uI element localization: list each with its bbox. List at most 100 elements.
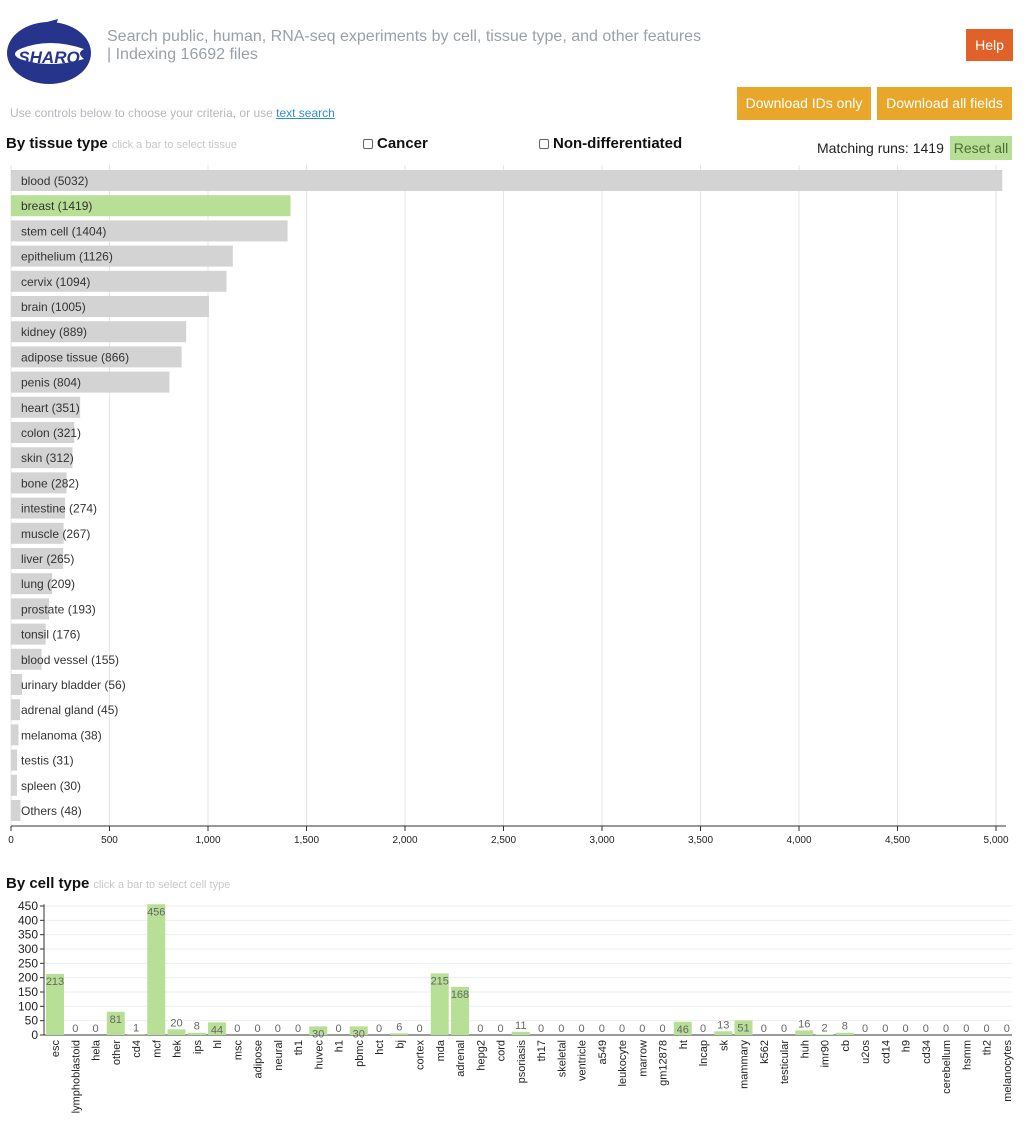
cell-bar[interactable] — [349, 1026, 368, 1035]
help-button[interactable]: Help — [966, 29, 1013, 61]
cell-bar-label[interactable]: lncap — [698, 1040, 710, 1066]
cell-bar[interactable] — [106, 1011, 125, 1035]
cell-bar-label[interactable]: gm12878 — [658, 1040, 670, 1086]
cell-bar-label[interactable]: mammary — [739, 1040, 751, 1089]
tissue-bar[interactable] — [11, 548, 64, 569]
tissue-bar[interactable] — [11, 270, 227, 292]
tissue-bar[interactable] — [11, 800, 21, 821]
tissue-bar[interactable] — [11, 648, 42, 670]
cell-bar-label[interactable]: th2 — [982, 1040, 994, 1055]
cell-bar[interactable] — [187, 1032, 206, 1035]
cell-bar-label[interactable]: marrow — [637, 1040, 649, 1077]
cell-bar-label[interactable]: melanocytes — [1002, 1040, 1014, 1102]
reset-all-button[interactable]: Reset all — [950, 136, 1012, 160]
cell-bar[interactable] — [815, 1034, 834, 1035]
tissue-bar[interactable] — [11, 321, 187, 343]
cell-bar-label[interactable]: k562 — [759, 1040, 771, 1064]
cell-bar-label[interactable]: psoriasis — [516, 1040, 528, 1084]
cell-bar-label[interactable]: neural — [273, 1040, 285, 1071]
cell-bar[interactable] — [835, 1032, 854, 1035]
tissue-bar[interactable] — [11, 346, 182, 368]
cell-bar-label[interactable]: hsmm — [961, 1040, 973, 1070]
cell-bar-label[interactable]: cd34 — [921, 1040, 933, 1064]
cell-bar[interactable] — [673, 1021, 692, 1035]
cell-bar-label[interactable]: pbmc — [354, 1040, 366, 1067]
cell-bar-label[interactable]: cd14 — [880, 1040, 892, 1064]
download-ids-button[interactable]: Download IDs only — [737, 87, 871, 120]
tissue-bar[interactable] — [11, 447, 73, 469]
cell-bar[interactable] — [167, 1029, 186, 1035]
cell-bar[interactable] — [451, 986, 469, 1035]
cell-bar-label[interactable]: testicular — [779, 1040, 791, 1084]
cell-bar-label[interactable]: huvec — [313, 1040, 325, 1070]
cell-bar-label[interactable]: h1 — [334, 1040, 346, 1052]
cell-bar-label[interactable]: mcf — [151, 1039, 163, 1058]
cell-bar-label[interactable]: cord — [496, 1040, 508, 1061]
cell-bar[interactable] — [147, 904, 166, 1035]
cell-bar-label[interactable]: ht — [678, 1040, 690, 1049]
cell-bar-label[interactable]: cd4 — [131, 1040, 143, 1058]
cell-bar-label[interactable]: msc — [232, 1040, 244, 1061]
tissue-bar[interactable] — [11, 170, 1003, 191]
cell-bar-label[interactable]: th17 — [536, 1040, 548, 1061]
download-all-button[interactable]: Download all fields — [877, 87, 1012, 120]
tissue-bar[interactable] — [11, 195, 291, 217]
cell-bar[interactable] — [46, 973, 64, 1035]
cell-bar-label[interactable]: leukocyte — [617, 1040, 629, 1086]
tissue-bar[interactable] — [11, 472, 67, 494]
tissue-bar[interactable] — [11, 598, 50, 620]
cell-bar-label[interactable]: hct — [374, 1040, 386, 1055]
tissue-bar[interactable] — [11, 296, 209, 317]
tissue-bar[interactable] — [11, 245, 233, 267]
cell-bar[interactable] — [734, 1020, 753, 1035]
tissue-bar[interactable] — [11, 724, 19, 746]
tissue-bar[interactable] — [11, 371, 170, 393]
cell-bar-label[interactable]: a549 — [597, 1040, 609, 1064]
cell-bar-label[interactable]: hek — [172, 1040, 184, 1058]
non-differentiated-checkbox[interactable]: Non-differentiated — [539, 135, 682, 152]
cell-bar-label[interactable]: cerebellum — [941, 1040, 953, 1094]
text-search-link[interactable]: text search — [276, 106, 335, 120]
cell-bar-label[interactable]: th1 — [293, 1040, 305, 1055]
cell-bar-label[interactable]: other — [111, 1040, 123, 1065]
cell-bar-label[interactable]: bj — [394, 1040, 406, 1049]
cell-bar-label[interactable]: hl — [212, 1040, 224, 1049]
tissue-bar[interactable] — [11, 497, 65, 519]
cell-bar-label[interactable]: cb — [840, 1040, 852, 1052]
cell-bar-label[interactable]: ventricle — [577, 1040, 589, 1081]
cell-bar-label[interactable]: cortex — [415, 1040, 427, 1070]
cell-bar[interactable] — [430, 973, 449, 1035]
cancer-checkbox-box[interactable] — [363, 138, 373, 149]
cell-bar-label[interactable]: esc — [50, 1040, 62, 1058]
cell-bar[interactable] — [511, 1031, 530, 1035]
cell-bar-label[interactable]: huh — [799, 1040, 811, 1058]
cell-bar[interactable] — [795, 1030, 814, 1035]
cell-bar-label[interactable]: mda — [435, 1039, 447, 1061]
cell-bar-label[interactable]: lymphoblastoid — [70, 1040, 82, 1113]
cell-bar[interactable] — [309, 1026, 328, 1035]
cell-bar-label[interactable]: sk — [718, 1040, 730, 1052]
cell-bar-label[interactable]: ips — [192, 1040, 204, 1055]
cell-bar-label[interactable]: u2os — [860, 1040, 872, 1064]
tissue-bar[interactable] — [11, 396, 81, 418]
cell-bar[interactable] — [390, 1033, 409, 1035]
cell-bar-label[interactable]: adipose — [253, 1040, 265, 1079]
tissue-bar[interactable] — [11, 422, 75, 443]
tissue-bar[interactable] — [11, 699, 20, 721]
non-differentiated-checkbox-box[interactable] — [539, 138, 549, 149]
tissue-bar[interactable] — [11, 749, 18, 771]
cell-bar-label[interactable]: hela — [91, 1039, 103, 1061]
tissue-bar[interactable] — [11, 674, 23, 695]
cell-bar[interactable] — [208, 1022, 226, 1035]
tissue-bar[interactable] — [11, 623, 46, 645]
tissue-bar[interactable] — [11, 573, 53, 595]
tissue-bar[interactable] — [11, 220, 288, 242]
cell-bar-label[interactable]: hepg2 — [475, 1040, 487, 1071]
cell-bar-label[interactable]: imr90 — [820, 1040, 832, 1068]
cell-bar[interactable] — [714, 1031, 733, 1035]
cell-bar-label[interactable]: adrenal — [455, 1040, 467, 1077]
cell-bar-label[interactable]: skeletal — [556, 1040, 568, 1077]
cell-bar-label[interactable]: h9 — [901, 1040, 913, 1052]
cancer-checkbox[interactable]: Cancer — [363, 135, 428, 152]
tissue-bar[interactable] — [11, 522, 64, 544]
